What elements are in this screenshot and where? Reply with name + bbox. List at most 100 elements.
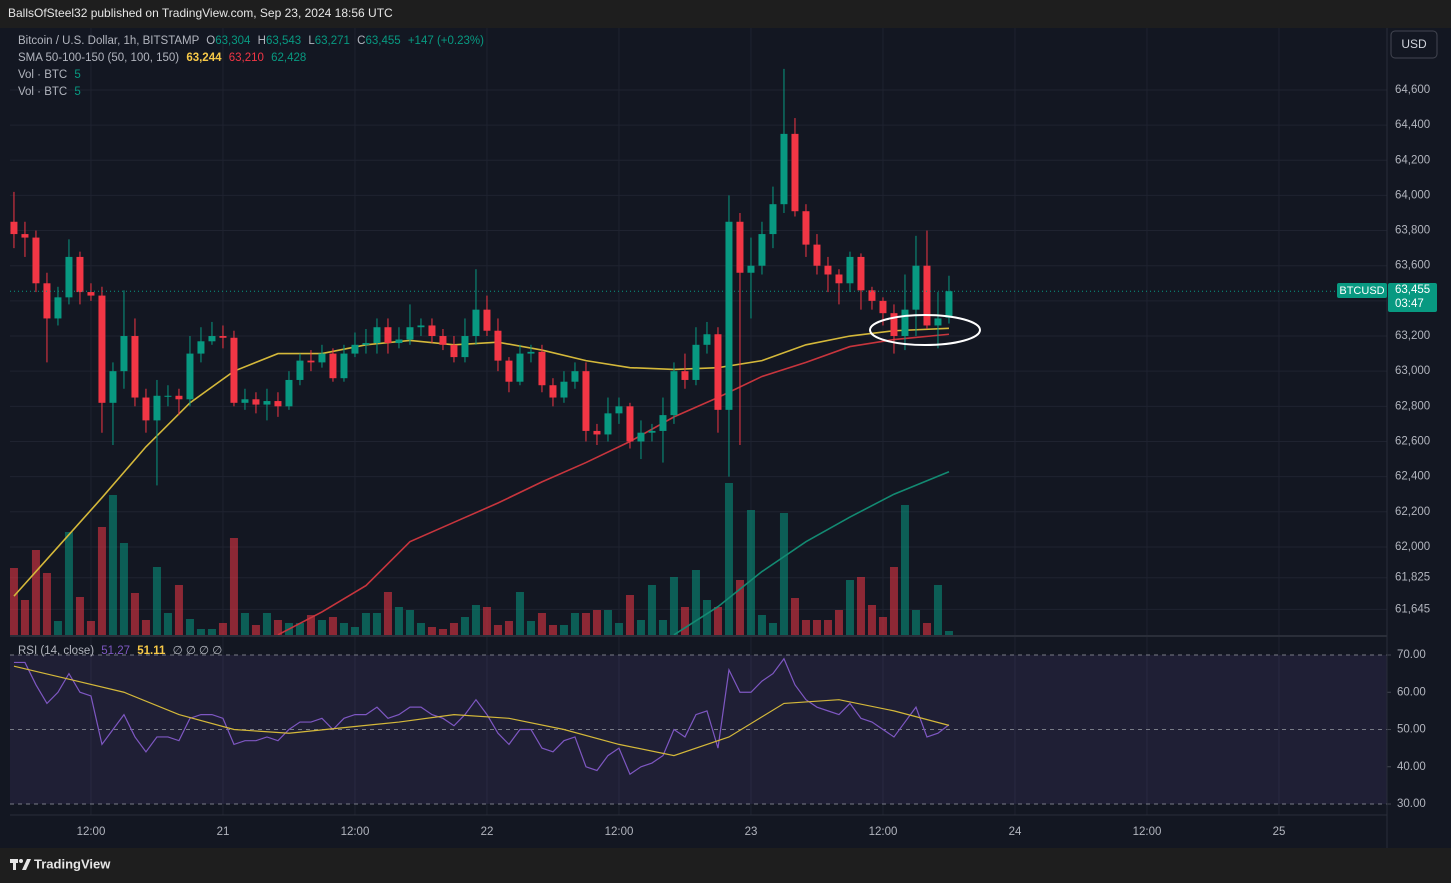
candle-body xyxy=(857,256,865,291)
candle-body xyxy=(791,133,799,212)
candle-body xyxy=(626,406,634,442)
volume-bar xyxy=(790,598,799,635)
sma-value: 63,244 xyxy=(186,52,222,64)
volume-bar xyxy=(31,550,40,635)
sma-label: SMA 50-100-150 (50, 100, 150) xyxy=(18,52,179,64)
volume-bar xyxy=(669,577,678,635)
legend-volume: Vol · BTC 5 xyxy=(18,69,81,81)
currency-label[interactable]: USD xyxy=(1401,37,1427,51)
volume-bar xyxy=(20,600,29,635)
candle-body xyxy=(692,344,700,380)
volume-value: 5 xyxy=(74,69,80,81)
volume-bar xyxy=(900,505,909,635)
y-tick-label: 62,000 xyxy=(1395,541,1430,553)
volume-label: Vol · BTC xyxy=(18,69,67,81)
volume-bar xyxy=(108,495,117,635)
candle-body xyxy=(318,353,326,363)
volume-bar xyxy=(768,623,777,635)
candle-body xyxy=(879,300,887,314)
y-tick-label: 63,800 xyxy=(1395,225,1430,237)
volume-bar xyxy=(240,613,249,635)
volume-bar xyxy=(64,532,73,635)
volume-bar xyxy=(680,607,689,635)
y-tick-label: 61,825 xyxy=(1395,572,1430,584)
volume-bar xyxy=(394,607,403,635)
volume-bar xyxy=(383,592,392,635)
x-tick-label: 12:00 xyxy=(1133,826,1162,838)
symbol-tag-label: BTCUSD xyxy=(1339,285,1384,297)
volume-bar xyxy=(141,620,150,635)
y-tick-label: 64,400 xyxy=(1395,119,1430,131)
volume-bar xyxy=(614,623,623,635)
candle-body xyxy=(670,371,678,416)
volume-bar xyxy=(218,623,227,635)
candle-body xyxy=(945,291,953,318)
y-tick-label: 64,200 xyxy=(1395,154,1430,166)
volume-bar xyxy=(295,623,304,635)
candle-body xyxy=(208,336,216,342)
candle-body xyxy=(582,371,590,431)
volume-bar xyxy=(823,620,832,635)
x-tick-label: 21 xyxy=(217,826,230,838)
volume-bar xyxy=(691,570,700,635)
rsi-tick-label: 30.00 xyxy=(1397,798,1426,810)
volume-bar xyxy=(658,620,667,635)
y-tick-label: 62,400 xyxy=(1395,471,1430,483)
candle-body xyxy=(593,430,601,435)
candle-body xyxy=(384,327,392,344)
volume-bar xyxy=(75,597,84,635)
candle-body xyxy=(285,379,293,407)
volume-bar xyxy=(251,625,260,635)
rsi-tick-label: 40.00 xyxy=(1397,761,1426,773)
price-tag-price: 63,455 xyxy=(1395,284,1430,296)
volume-bar xyxy=(735,580,744,635)
candle-body xyxy=(901,309,909,337)
volume-bar xyxy=(328,617,337,635)
volume-bar xyxy=(97,527,106,635)
volume-bar xyxy=(889,567,898,635)
rsi-tick-label: 60.00 xyxy=(1397,686,1426,698)
candle-body xyxy=(912,265,920,310)
candle-body xyxy=(780,133,788,205)
candle-body xyxy=(450,344,458,358)
volume-label: Vol · BTC xyxy=(18,86,67,98)
y-tick-label: 62,600 xyxy=(1395,436,1430,448)
volume-bar xyxy=(515,592,524,635)
volume-bar xyxy=(713,607,722,635)
candle-body xyxy=(813,244,821,266)
candle-body xyxy=(758,234,766,266)
ohlc-value: 63,543 xyxy=(266,35,301,47)
volume-bar xyxy=(163,613,172,635)
candle-body xyxy=(428,325,436,337)
volume-bar xyxy=(636,620,645,635)
candle-body xyxy=(351,344,359,354)
candle-body xyxy=(890,313,898,337)
ohlc-value: 63,455 xyxy=(365,35,400,47)
currency-button[interactable] xyxy=(1390,30,1438,59)
candle-body xyxy=(615,406,623,414)
candle-body xyxy=(98,295,106,403)
candle-body xyxy=(868,290,876,301)
x-tick-label: 12:00 xyxy=(341,826,370,838)
volume-bar xyxy=(570,613,579,635)
y-tick-label: 64,000 xyxy=(1395,189,1430,201)
volume-bar xyxy=(86,621,95,635)
candle-body xyxy=(142,397,150,421)
volume-bar xyxy=(306,615,315,635)
candle-body xyxy=(769,204,777,235)
volume-bar xyxy=(350,627,359,635)
rsi-line xyxy=(13,665,950,757)
ohlc-value: 63,304 xyxy=(215,35,251,47)
candle-body xyxy=(835,274,843,284)
candle-body xyxy=(439,336,447,345)
candles xyxy=(10,68,1387,486)
volume-bar xyxy=(317,620,326,635)
candle-body xyxy=(802,211,810,245)
candle-body xyxy=(417,325,425,328)
volume-bar xyxy=(779,513,788,635)
ohlc-key: C xyxy=(357,35,365,47)
ohlc-key: O xyxy=(206,35,215,47)
candle-body xyxy=(219,336,227,338)
volume-bar xyxy=(361,613,370,635)
price-tag-countdown: 03:47 xyxy=(1395,298,1424,310)
